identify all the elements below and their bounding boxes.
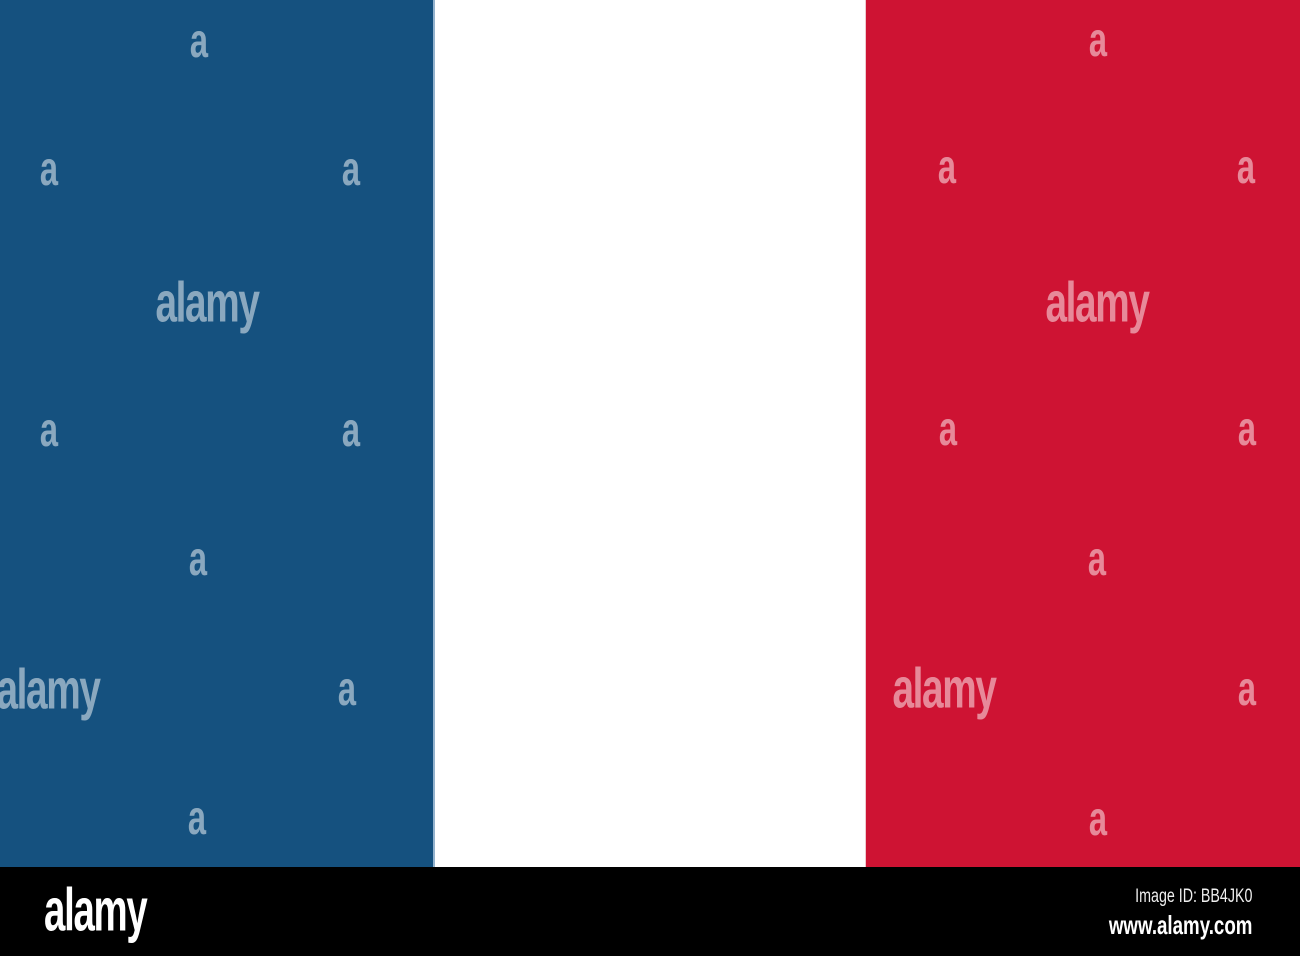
watermark-letter: a bbox=[1237, 663, 1257, 716]
watermark-letter: a bbox=[188, 533, 208, 586]
watermark-letter: a bbox=[1087, 533, 1107, 586]
french-flag-image: a a a alamy a a a alamy a a a a a alamy a a a alamy a a bbox=[0, 0, 1300, 867]
watermark-letter: a bbox=[1236, 141, 1256, 194]
watermark-letter: a bbox=[39, 143, 59, 196]
watermark-letter: a bbox=[189, 15, 209, 68]
watermark-letter: a bbox=[938, 403, 958, 456]
watermark-brand: alamy bbox=[892, 656, 996, 721]
watermark-brand: alamy bbox=[1045, 270, 1149, 335]
alamy-logo: alamy bbox=[44, 876, 148, 944]
website-url-text: www.alamy.com bbox=[1108, 909, 1252, 940]
watermark-letter: a bbox=[341, 143, 361, 196]
watermark-letter: a bbox=[337, 663, 357, 716]
image-id-text: Image ID: BB4JK0 bbox=[1134, 886, 1252, 907]
watermark-brand: alamy bbox=[155, 270, 259, 335]
flag-stripe-red bbox=[866, 0, 1300, 867]
watermark-letter: a bbox=[187, 792, 207, 845]
watermark-letter: a bbox=[1088, 793, 1108, 846]
flag-stripe-white bbox=[433, 0, 866, 867]
watermark-letter: a bbox=[341, 404, 361, 457]
watermark-letter: a bbox=[937, 141, 957, 194]
flag-stripe-blue bbox=[0, 0, 433, 867]
watermark-letter: a bbox=[39, 404, 59, 457]
watermark-brand: alamy bbox=[0, 657, 101, 722]
watermark-letter: a bbox=[1237, 403, 1257, 456]
footer-bar: alamy Image ID: BB4JK0 www.alamy.com bbox=[0, 867, 1300, 956]
image-credits: Image ID: BB4JK0 www.alamy.com bbox=[1053, 886, 1252, 940]
watermark-letter: a bbox=[1088, 14, 1108, 67]
